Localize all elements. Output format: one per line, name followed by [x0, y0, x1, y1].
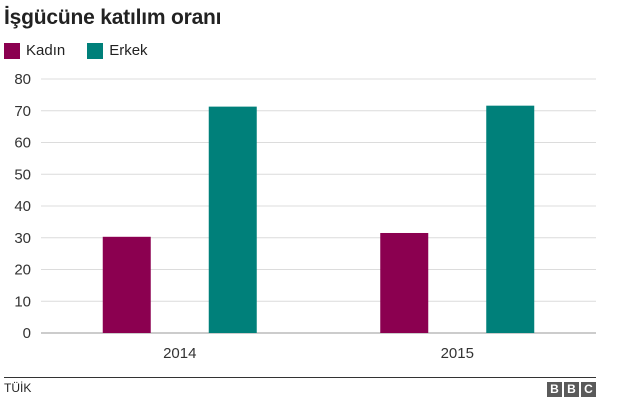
y-tick-label: 10 [14, 293, 31, 310]
chart-title: İşgücüne katılım oranı [4, 6, 222, 29]
bar-kadin-2015 [380, 232, 429, 333]
y-tick-label: 20 [14, 262, 31, 279]
logo-letter: B [547, 382, 562, 397]
x-tick-label: 2014 [163, 345, 196, 362]
y-tick-label: 0 [23, 325, 31, 342]
logo-letter: C [581, 382, 596, 397]
y-tick-label: 40 [14, 198, 31, 215]
y-tick-label: 80 [14, 71, 31, 88]
bbc-logo: B B C [545, 382, 596, 397]
legend-swatch-erkek [87, 42, 104, 59]
logo-letter: B [564, 382, 579, 397]
footer-divider [4, 377, 596, 378]
y-tick-label: 50 [14, 166, 31, 183]
y-tick-label: 70 [14, 103, 31, 120]
legend-item-kadin: Kadın [4, 42, 65, 59]
legend-item-erkek: Erkek [87, 42, 148, 59]
bar-kadin-2014 [102, 236, 151, 333]
bar-chart: 0 10 20 30 40 50 60 70 80 2014 2015 [14, 71, 596, 362]
legend-swatch-kadin [4, 42, 20, 59]
legend: Kadın Erkek [4, 42, 170, 59]
bar-erkek-2015 [486, 105, 535, 333]
y-tick-label: 60 [14, 135, 31, 152]
legend-label-erkek: Erkek [109, 42, 148, 59]
y-tick-label: 30 [14, 230, 31, 247]
legend-label-kadin: Kadın [26, 42, 66, 59]
bar-erkek-2014 [208, 106, 257, 333]
x-tick-label: 2015 [441, 345, 474, 362]
source-label: TÜİK [4, 381, 32, 395]
